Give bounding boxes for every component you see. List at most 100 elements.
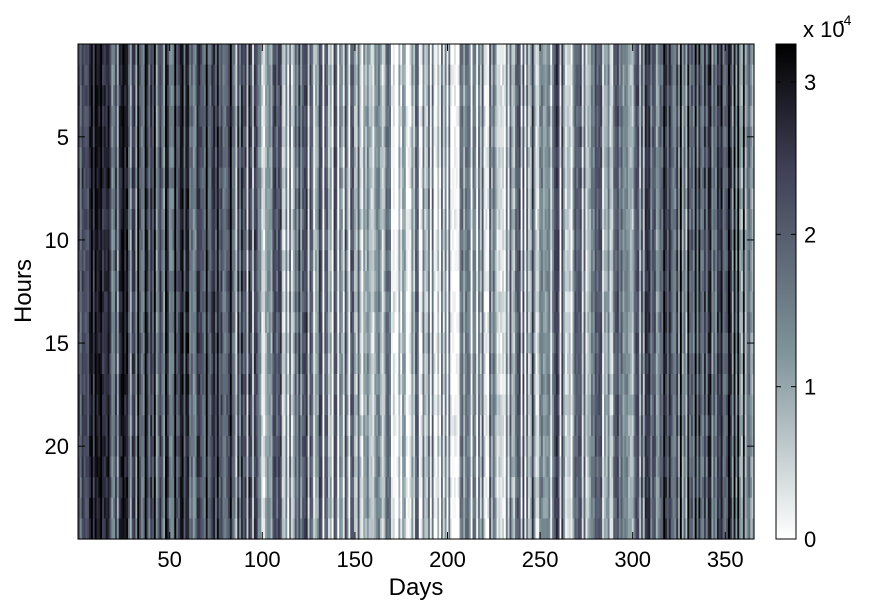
heatmap-cell: [226, 291, 229, 313]
heatmap-cell: [178, 126, 181, 148]
heatmap-cell: [157, 188, 161, 210]
heatmap-cell: [246, 167, 249, 189]
heatmap-cell: [202, 394, 205, 416]
heatmap-cell: [192, 477, 196, 499]
heatmap-cell: [205, 456, 209, 478]
heatmap-cell: [183, 105, 187, 128]
heatmap-cell: [259, 518, 262, 540]
heatmap-cell: [228, 229, 231, 251]
heatmap-cell: [279, 250, 283, 272]
heatmap-cell: [133, 518, 137, 540]
heatmap-cell: [396, 188, 400, 210]
heatmap-cell: [211, 105, 214, 128]
heatmap-cell: [374, 147, 377, 169]
heatmap-cell: [265, 312, 268, 334]
heatmap-cell: [446, 250, 450, 272]
heatmap-cell: [168, 497, 172, 519]
heatmap-cell: [102, 126, 105, 148]
heatmap-cell: [407, 435, 411, 458]
heatmap-cell: [333, 270, 337, 293]
heatmap-cell: [396, 497, 400, 519]
heatmap-cell: [441, 456, 444, 478]
heatmap-cell: [120, 250, 124, 272]
heatmap-cell: [153, 415, 157, 437]
heatmap-cell: [303, 518, 307, 540]
heatmap-cell: [389, 229, 392, 251]
heatmap-cell: [116, 250, 120, 272]
heatmap-cell: [253, 209, 257, 231]
heatmap-cell: [229, 518, 233, 540]
heatmap-cell: [441, 229, 444, 251]
heatmap-cell: [207, 85, 211, 107]
heatmap-cell: [213, 415, 216, 437]
heatmap-cell: [278, 435, 281, 458]
heatmap-cell: [100, 147, 103, 169]
heatmap-cell: [452, 332, 455, 354]
heatmap-cell: [129, 126, 133, 148]
heatmap-cell: [315, 312, 318, 334]
heatmap-cell: [444, 105, 448, 128]
heatmap-cell: [435, 44, 438, 66]
heatmap-cell: [383, 497, 387, 519]
heatmap-cell: [81, 394, 85, 416]
heatmap-cell: [231, 332, 235, 354]
heatmap-cell: [372, 477, 375, 499]
heatmap-cell: [216, 477, 220, 499]
heatmap-cell: [378, 456, 381, 478]
heatmap-cell: [207, 353, 211, 375]
heatmap-cell: [340, 374, 344, 396]
heatmap-cell: [124, 394, 127, 416]
heatmap-cell: [426, 64, 429, 86]
heatmap-cell: [439, 394, 442, 416]
heatmap-cell: [389, 374, 392, 396]
heatmap-cell: [365, 270, 368, 293]
heatmap-cell: [137, 229, 140, 251]
heatmap-cell: [83, 270, 87, 293]
heatmap-cell: [372, 147, 375, 169]
heatmap-cell: [320, 167, 324, 189]
heatmap-cell: [113, 394, 116, 416]
heatmap-cell: [394, 394, 398, 416]
heatmap-cell: [448, 456, 451, 478]
heatmap-cell: [131, 312, 135, 334]
heatmap-cell: [383, 147, 387, 169]
heatmap-cell: [344, 209, 348, 231]
heatmap-cell: [337, 229, 340, 251]
heatmap-cell: [266, 456, 270, 478]
heatmap-cell: [346, 394, 349, 416]
heatmap-cell: [313, 147, 316, 169]
heatmap-cell: [226, 374, 229, 396]
heatmap-cell: [378, 332, 381, 354]
heatmap-cell: [140, 518, 144, 540]
heatmap-cell: [133, 250, 137, 272]
heatmap-cell: [392, 147, 396, 169]
heatmap-cell: [178, 394, 181, 416]
heatmap-cell: [416, 270, 420, 293]
heatmap-cell: [411, 374, 414, 396]
heatmap-cell: [115, 250, 118, 272]
heatmap-cell: [255, 497, 259, 519]
heatmap-cell: [111, 229, 114, 251]
heatmap-cell: [437, 147, 440, 169]
heatmap-cell: [313, 374, 316, 396]
heatmap-cell: [205, 209, 209, 231]
heatmap-cell: [216, 518, 220, 540]
heatmap-cell: [103, 497, 107, 519]
heatmap-cell: [422, 435, 425, 458]
heatmap-cell: [394, 435, 398, 458]
heatmap-cell: [161, 374, 164, 396]
heatmap-cell: [276, 44, 279, 66]
heatmap-cell: [365, 456, 368, 478]
heatmap-cell: [215, 270, 218, 293]
heatmap-cell: [420, 415, 424, 437]
heatmap-cell: [289, 147, 292, 169]
heatmap-cell: [79, 105, 83, 128]
heatmap-cell: [444, 291, 448, 313]
heatmap-cell: [135, 477, 138, 499]
heatmap-cell: [420, 291, 424, 313]
heatmap-cell: [353, 85, 357, 107]
heatmap-cell: [92, 353, 96, 375]
heatmap-cell: [313, 44, 316, 66]
heatmap-cell: [166, 188, 170, 210]
